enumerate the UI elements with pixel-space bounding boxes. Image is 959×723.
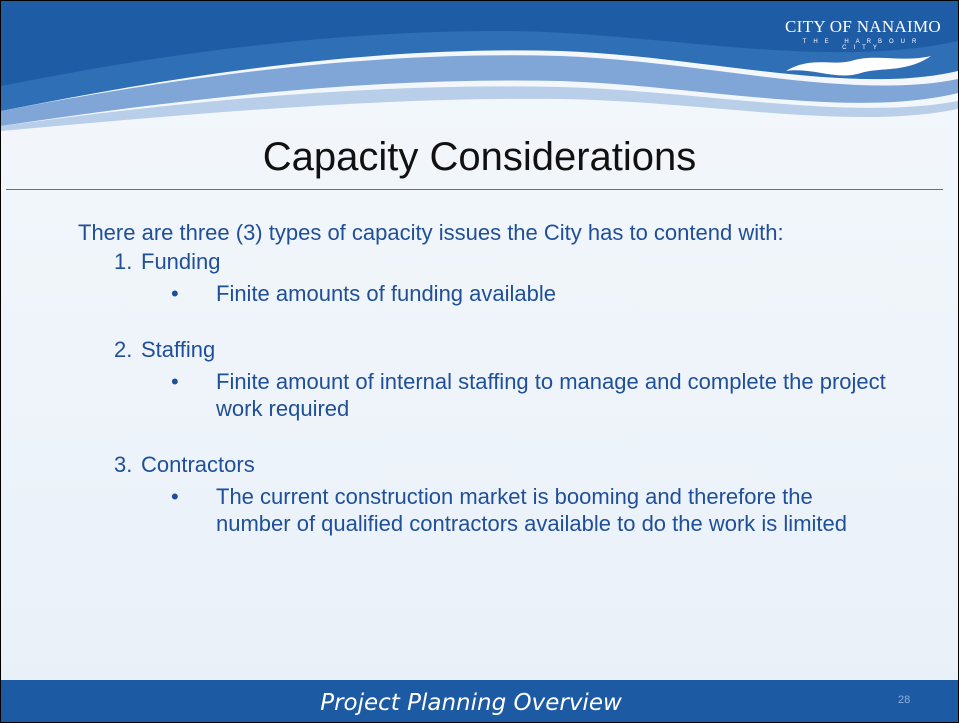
list-item: 3. Contractors The current construction ma… [78, 451, 888, 537]
bullet-item: The current construction market is boomi… [171, 483, 888, 537]
item-heading: 2. Staffing [78, 336, 888, 363]
footer-text: Project Planning Overview [320, 690, 622, 716]
item-name: Staffing [141, 337, 216, 362]
item-name: Contractors [141, 452, 255, 477]
item-number: 1. [114, 249, 133, 274]
item-number: 2. [114, 337, 133, 362]
footer: Project Planning Overview 28 [1, 680, 958, 722]
header-waves [1, 1, 958, 131]
logo-tagline: THE HARBOUR CITY [802, 39, 924, 51]
item-number: 3. [114, 452, 133, 477]
intro: There are three (3) types of capacity is… [78, 220, 784, 245]
logo-name: CITY OF NANAIMO [785, 17, 941, 36]
item-heading: 1. Funding [78, 248, 888, 275]
bullet-list: The current construction market is boomi… [78, 483, 888, 537]
list-item: 1. Funding Finite amounts of funding avail… [78, 248, 888, 307]
bullet-list: Finite amounts of funding available [78, 280, 888, 307]
slide-body: There are three (3) types of capacity is… [78, 219, 888, 566]
bullet-list: Finite amount of internal staffing to ma… [78, 368, 888, 422]
list-item: 2. Staffing Finite amount of internal staf… [78, 336, 888, 422]
bullet-item: Finite amount of internal staffing to ma… [171, 368, 888, 422]
page-number: 28 [898, 694, 911, 706]
item-name: Funding [141, 249, 221, 274]
item-heading: 3. Contractors [78, 451, 888, 478]
bullet-item: Finite amounts of funding available [171, 280, 888, 307]
title-rule [6, 189, 943, 190]
slide-title: Capacity Considerations [262, 135, 697, 179]
